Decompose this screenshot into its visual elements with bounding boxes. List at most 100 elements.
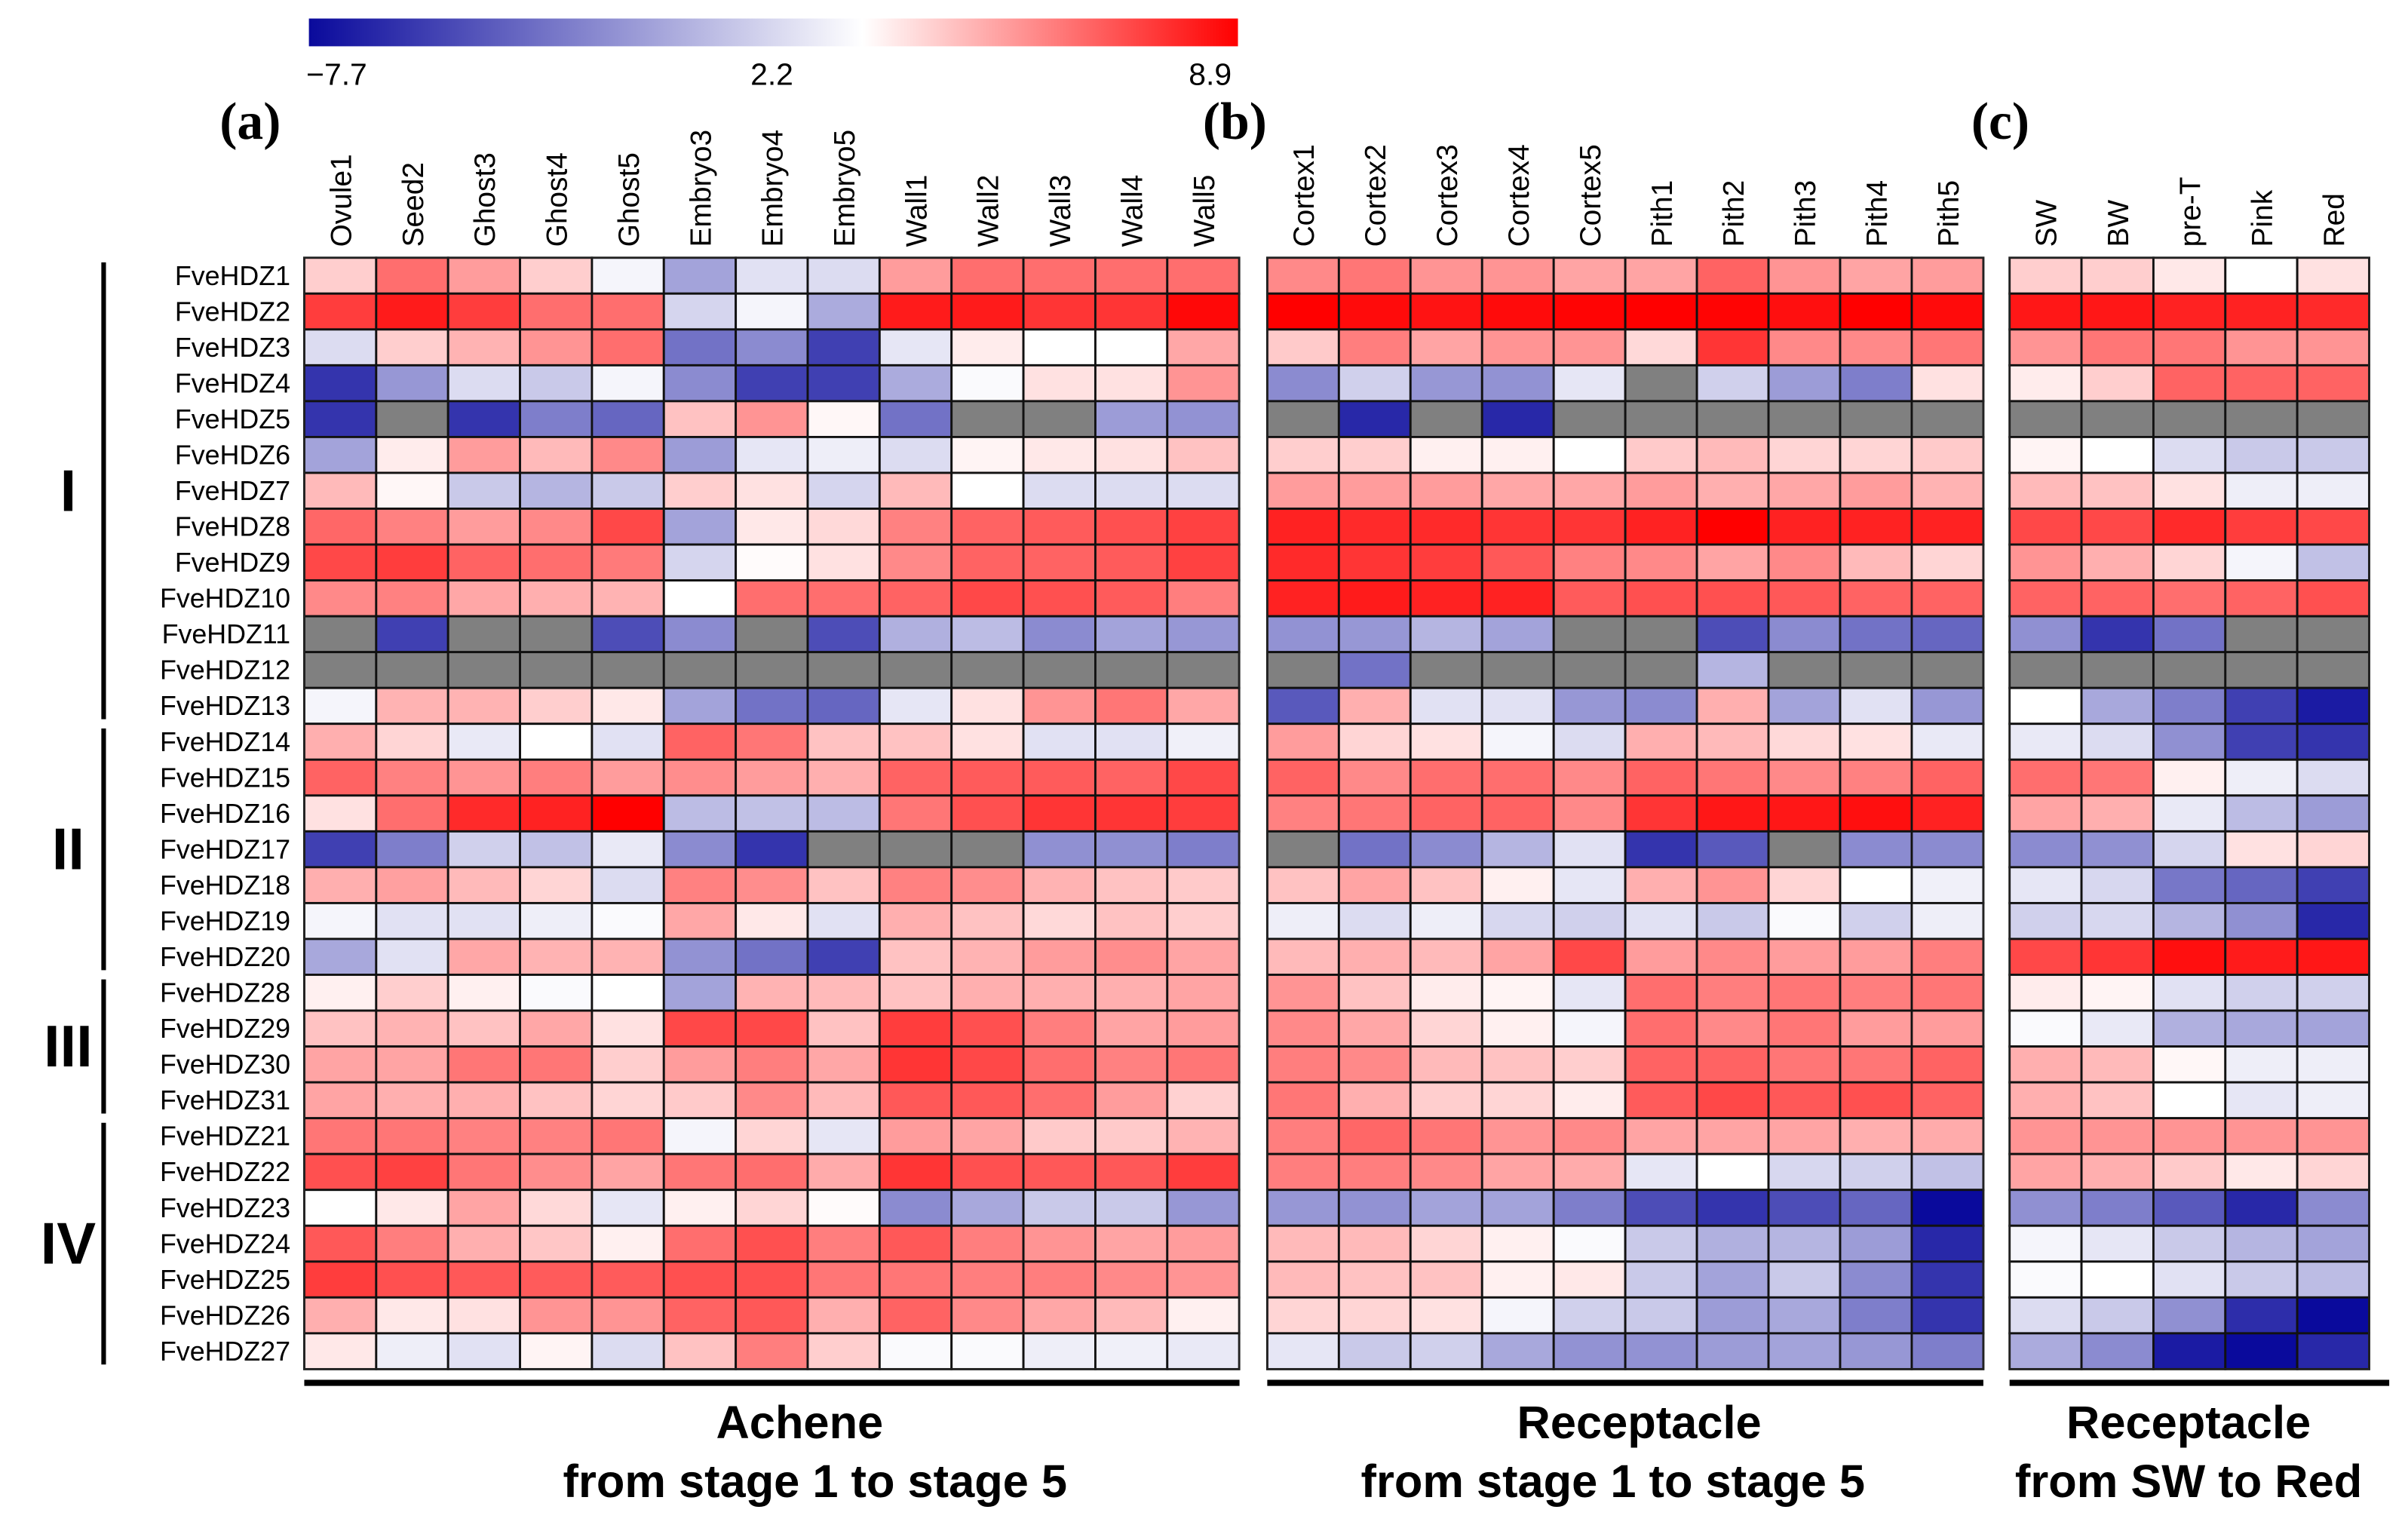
- heatmap-cell: [1480, 256, 1555, 295]
- heatmap-cell: [1767, 866, 1842, 904]
- heatmap-cell: [950, 364, 1025, 403]
- heatmap-cell: [2224, 615, 2299, 654]
- heatmap-cell: [1910, 1009, 1985, 1048]
- row-label: FveHDZ6: [175, 440, 290, 470]
- heatmap-cell: [2080, 758, 2155, 797]
- heatmap-cell: [735, 686, 809, 726]
- heatmap-cell: [1265, 1152, 1340, 1192]
- heatmap-cell: [806, 1260, 881, 1299]
- heatmap-cell: [1480, 328, 1555, 367]
- heatmap-cell: [1767, 974, 1842, 1012]
- heatmap-cell: [1094, 1009, 1169, 1048]
- heatmap-cell: [375, 1332, 449, 1370]
- heatmap-cell: [735, 901, 809, 940]
- heatmap-cell: [1910, 400, 1985, 438]
- heatmap-cell: [590, 292, 665, 331]
- heatmap-cell: [950, 615, 1025, 654]
- heatmap-cell: [1480, 1260, 1555, 1299]
- column-label: Wall3: [1044, 175, 1077, 247]
- heatmap-cell: [519, 1332, 594, 1370]
- heatmap-cell: [446, 579, 521, 618]
- heatmap-cell: [1480, 364, 1555, 403]
- heatmap-cell: [950, 292, 1025, 331]
- heatmap-cell: [2296, 866, 2370, 904]
- heatmap-cell: [1166, 292, 1241, 331]
- heatmap-cell: [375, 615, 449, 654]
- heatmap-cell: [2296, 901, 2370, 940]
- heatmap-cell: [1265, 651, 1340, 689]
- heatmap-cell: [1695, 1045, 1770, 1084]
- heatmap-cell: [1480, 435, 1555, 474]
- heatmap-cell: [1624, 974, 1698, 1012]
- heatmap-cell: [950, 794, 1025, 833]
- colorbar: −7.7 2.2 8.9: [306, 18, 1238, 92]
- heatmap-cell: [519, 435, 594, 474]
- heatmap-cell: [1624, 364, 1698, 403]
- heatmap-cell: [1094, 866, 1169, 904]
- heatmap-cell: [446, 364, 521, 403]
- heatmap-cell: [2008, 256, 2083, 295]
- heatmap-cell: [1910, 435, 1985, 474]
- heatmap-cell: [1265, 256, 1340, 295]
- heatmap-cell: [303, 471, 378, 510]
- heatmap-cell: [1166, 901, 1241, 940]
- heatmap-cell: [2296, 937, 2370, 976]
- heatmap-cell: [950, 1081, 1025, 1120]
- panel-b-title-line2: from stage 1 to stage 5: [1361, 1456, 1866, 1508]
- heatmap-cell: [878, 1189, 953, 1227]
- row-label: FveHDZ10: [160, 584, 290, 614]
- heatmap-cell: [1552, 794, 1627, 833]
- heatmap-cell: [1552, 723, 1627, 761]
- heatmap-cell: [1552, 1189, 1627, 1227]
- heatmap-cell: [950, 579, 1025, 618]
- heatmap-cell: [950, 256, 1025, 295]
- heatmap-cell: [1910, 1224, 1985, 1263]
- heatmap-cell: [590, 937, 665, 976]
- heatmap-cell: [590, 1117, 665, 1155]
- heatmap-cell: [806, 901, 881, 940]
- heatmap-cell: [1094, 435, 1169, 474]
- column-label: Embryo5: [829, 130, 861, 247]
- heatmap-cell: [950, 1009, 1025, 1048]
- heatmap-cell: [1022, 292, 1097, 331]
- heatmap-cell: [590, 651, 665, 689]
- heatmap-cell: [878, 543, 953, 582]
- heatmap-cell: [1767, 901, 1842, 940]
- heatmap-cell: [1552, 256, 1627, 295]
- heatmap-cell: [1166, 974, 1241, 1012]
- heatmap-cell: [1839, 364, 1913, 403]
- heatmap-cell: [1166, 937, 1241, 976]
- heatmap-cell: [806, 579, 881, 618]
- heatmap-cell: [519, 830, 594, 869]
- heatmap-cell: [2080, 364, 2155, 403]
- heatmap-cell: [1552, 400, 1627, 438]
- heatmap-cell: [1624, 508, 1698, 546]
- heatmap-cell: [2224, 937, 2299, 976]
- heatmap-cell: [2296, 1332, 2370, 1370]
- heatmap-cell: [2008, 1260, 2083, 1299]
- heatmap-cell: [1094, 758, 1169, 797]
- heatmap-cell: [1337, 1081, 1412, 1120]
- heatmap-cell: [2008, 974, 2083, 1012]
- heatmap-cell: [1624, 937, 1698, 976]
- heatmap-cell: [1910, 364, 1985, 403]
- heatmap-cell: [1767, 435, 1842, 474]
- heatmap-cell: [1166, 400, 1241, 438]
- heatmap-cell: [735, 651, 809, 689]
- heatmap-cell: [1337, 974, 1412, 1012]
- heatmap-cell: [1480, 1009, 1555, 1048]
- heatmap-cell: [446, 1224, 521, 1263]
- heatmap-cell: [1839, 723, 1913, 761]
- heatmap-cell: [1409, 1152, 1483, 1192]
- heatmap-cell: [1910, 256, 1985, 295]
- heatmap-cell: [735, 364, 809, 403]
- heatmap-cell: [1910, 1332, 1985, 1370]
- heatmap-cell: [662, 328, 738, 367]
- heatmap-cell: [303, 1009, 378, 1048]
- heatmap-cell: [1624, 723, 1698, 761]
- heatmap-cell: [446, 974, 521, 1012]
- heatmap-cell: [1552, 1045, 1627, 1084]
- heatmap-cell: [2224, 758, 2299, 797]
- heatmap-cell: [2008, 937, 2083, 976]
- heatmap-cell: [1409, 435, 1483, 474]
